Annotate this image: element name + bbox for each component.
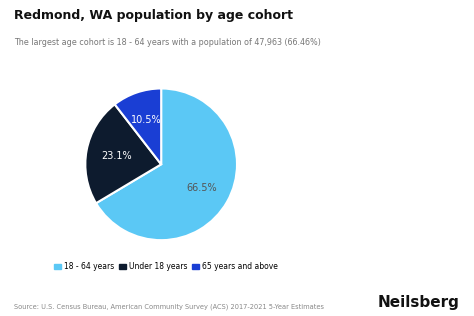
Text: 66.5%: 66.5% [187,183,218,192]
Text: The largest age cohort is 18 - 64 years with a population of 47,963 (66.46%): The largest age cohort is 18 - 64 years … [14,38,321,47]
Text: Source: U.S. Census Bureau, American Community Survey (ACS) 2017-2021 5-Year Est: Source: U.S. Census Bureau, American Com… [14,303,324,310]
Text: Neilsberg: Neilsberg [378,295,460,310]
Legend: 18 - 64 years, Under 18 years, 65 years and above: 18 - 64 years, Under 18 years, 65 years … [51,259,281,274]
Wedge shape [115,88,161,164]
Wedge shape [96,88,237,240]
Text: Redmond, WA population by age cohort: Redmond, WA population by age cohort [14,9,293,22]
Wedge shape [85,104,161,203]
Text: 23.1%: 23.1% [101,151,132,161]
Text: 10.5%: 10.5% [131,115,161,125]
